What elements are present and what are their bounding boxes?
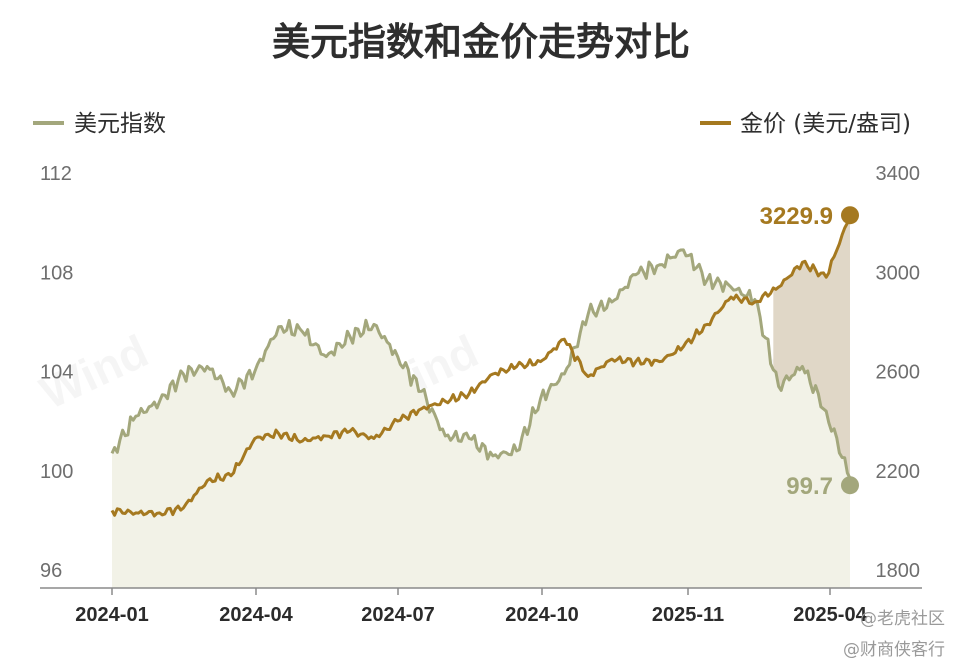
legend-label-usd: 美元指数 <box>74 111 166 137</box>
y-right-tick-label: 2200 <box>876 461 921 483</box>
x-tick-label: 2024-04 <box>219 604 293 626</box>
x-tick-label: 2025-11 <box>652 604 724 626</box>
chart-title: 美元指数和金价走势对比 <box>272 20 690 64</box>
y-right-tick-label: 2600 <box>876 362 921 384</box>
x-tick-label: 2025-04 <box>793 604 867 626</box>
x-tick-label: 2024-07 <box>361 604 434 626</box>
gold-end-label: 3229.9 <box>760 203 833 230</box>
legend-label-gold: 金价 (美元/盎司) <box>740 111 911 137</box>
y-left-tick-label: 112 <box>40 163 72 185</box>
usd-end-label: 99.7 <box>786 473 833 500</box>
x-tick-label: 2024-01 <box>75 604 148 626</box>
source-line-1: @老虎社区 <box>860 609 945 629</box>
y-right-tick-label: 1800 <box>876 560 921 582</box>
y-right-tick-label: 3000 <box>876 262 921 284</box>
x-axis: 2024-01 2024-04 2024-07 2024-10 2025-11 2025-… <box>75 588 868 626</box>
x-tick-label: 2024-10 <box>505 604 578 626</box>
y-axis-right: 3400 3000 2600 2200 1800 <box>876 163 921 582</box>
y-left-tick-label: 104 <box>40 362 73 384</box>
y-right-tick-label: 3400 <box>876 163 921 185</box>
usd-end-marker <box>841 476 859 495</box>
series-line-usd <box>110 248 852 479</box>
usd-area <box>112 249 850 588</box>
y-left-tick-label: 100 <box>40 461 73 483</box>
source-line-2: @财商侠客行 <box>843 640 945 660</box>
y-left-tick-label: 108 <box>40 262 73 284</box>
y-left-tick-label: 96 <box>40 560 62 582</box>
y-axis-left: 112 108 104 100 96 <box>40 163 73 582</box>
gold-end-marker <box>841 206 859 225</box>
series-line-gold <box>110 214 852 518</box>
gold-usd-gap-band <box>773 215 850 479</box>
legend: 美元指数 金价 (美元/盎司) <box>33 111 911 137</box>
